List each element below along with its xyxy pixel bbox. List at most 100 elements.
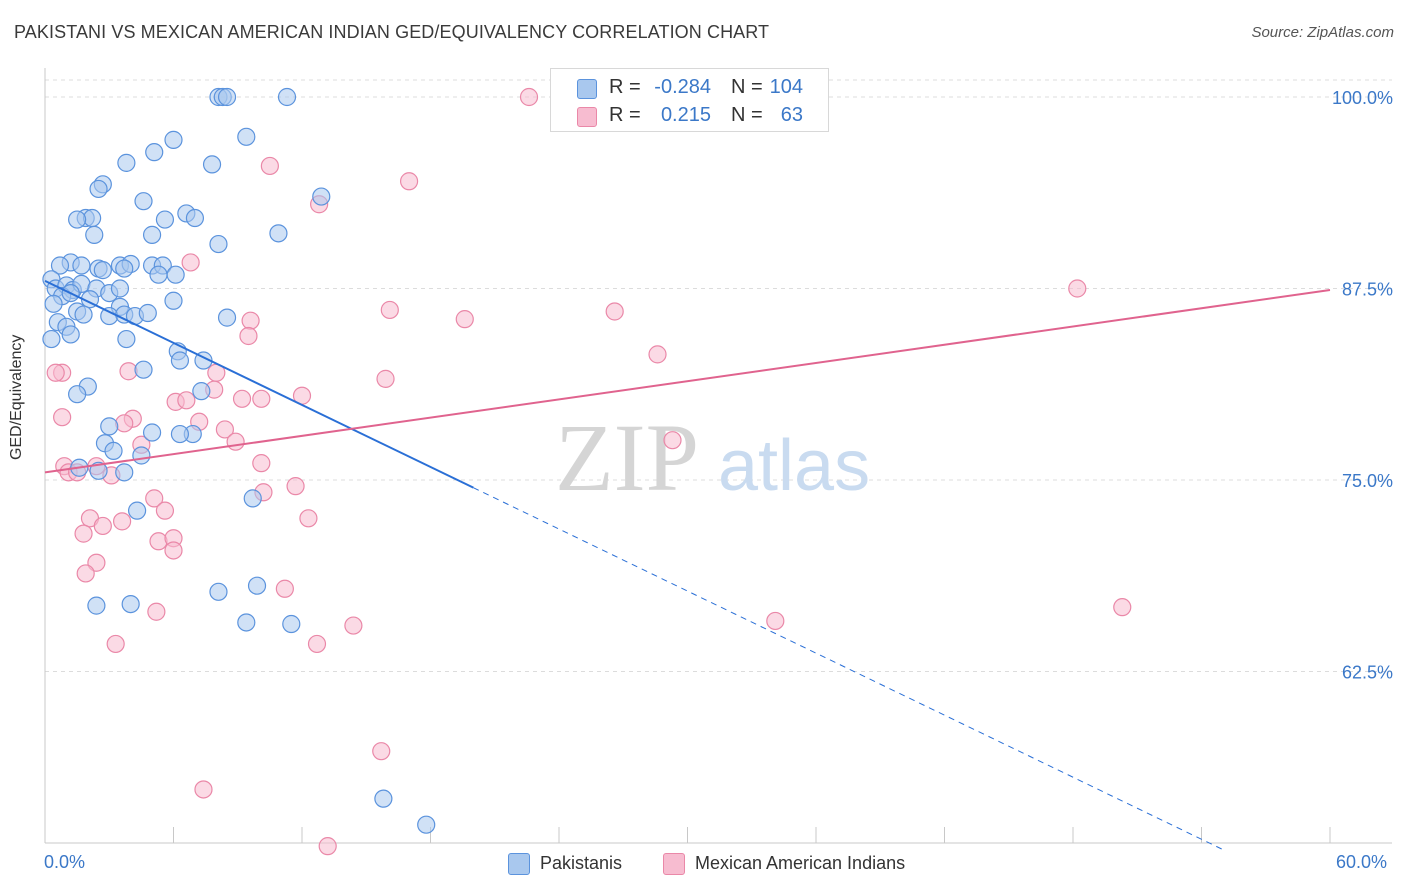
watermark-zip: ZIP (555, 404, 699, 511)
point-pakistanis (417, 815, 436, 834)
point-mexican-american-indians (147, 602, 166, 621)
point-pakistanis (192, 382, 211, 401)
point-mexican-american-indians (275, 579, 294, 598)
point-mexican-american-indians (149, 532, 168, 551)
point-mexican-american-indians (93, 516, 112, 536)
point-mexican-american-indians (241, 311, 260, 330)
point-mexican-american-indians (307, 634, 327, 654)
point-mexican-american-indians (380, 300, 399, 320)
point-mexican-american-indians (376, 369, 395, 388)
point-pakistanis (72, 256, 91, 275)
stats-legend: R = -0.284 N = 104 R = 0.215 N = 63 (550, 68, 829, 132)
point-mexican-american-indians (299, 509, 318, 528)
point-mexican-american-indians (286, 477, 305, 496)
point-pakistanis (269, 224, 288, 243)
point-mexican-american-indians (663, 431, 682, 450)
point-mexican-american-indians (155, 501, 175, 520)
y-tick-label: 100.0% (1332, 88, 1393, 108)
point-pakistanis (100, 306, 119, 326)
y-tick-label: 87.5% (1342, 280, 1393, 300)
point-mexican-american-indians (766, 611, 785, 631)
point-pakistanis (209, 582, 228, 601)
point-pakistanis (142, 423, 162, 442)
y-tick-label: 62.5% (1342, 663, 1393, 683)
point-pakistanis (50, 256, 70, 275)
point-mexican-american-indians (74, 524, 93, 543)
point-pakistanis (127, 501, 147, 520)
point-pakistanis (217, 308, 237, 327)
point-pakistanis (237, 613, 256, 632)
n-label: N = (731, 76, 763, 98)
point-pakistanis (185, 208, 205, 228)
point-pakistanis (209, 234, 228, 254)
point-mexican-american-indians (318, 837, 337, 856)
point-pakistanis (217, 87, 237, 107)
trend-line-mexican-american-indians (44, 289, 1331, 474)
point-pakistanis (145, 143, 164, 162)
point-pakistanis (115, 259, 134, 278)
point-pakistanis (68, 210, 87, 229)
n-label: N = (731, 104, 763, 126)
point-mexican-american-indians (53, 408, 72, 427)
point-pakistanis (142, 225, 162, 244)
r-value: -0.284 (654, 76, 711, 98)
point-mexican-american-indians (1113, 598, 1132, 617)
point-mexican-american-indians (648, 345, 667, 364)
point-pakistanis (74, 305, 93, 324)
point-mexican-american-indians (119, 362, 138, 381)
trend-lines (44, 279, 1331, 851)
point-pakistanis (117, 153, 136, 172)
point-pakistanis (164, 291, 183, 310)
point-mexican-american-indians (87, 553, 106, 572)
point-pakistanis (115, 463, 134, 482)
legend-label: Mexican American Indians (695, 853, 906, 873)
chart-title: PAKISTANI VS MEXICAN AMERICAN INDIAN GED… (14, 22, 770, 42)
point-pakistanis (166, 265, 185, 284)
x-tick-label-max: 60.0% (1336, 852, 1388, 872)
point-mexican-american-indians (115, 414, 134, 433)
r-label: R = (609, 104, 641, 126)
point-mexican-american-indians (239, 326, 258, 346)
point-pakistanis (134, 360, 153, 379)
point-pakistanis (89, 179, 108, 199)
point-pakistanis (89, 461, 108, 480)
point-mexican-american-indians (181, 253, 200, 272)
point-pakistanis (44, 294, 63, 313)
legend-swatch-blue (508, 853, 530, 875)
point-mexican-american-indians (106, 634, 125, 654)
point-mexican-american-indians (605, 302, 624, 321)
point-pakistanis (243, 489, 262, 508)
series-mexican-american-indians-points (46, 87, 1132, 856)
point-pakistanis (117, 329, 136, 349)
point-pakistanis (110, 279, 130, 298)
stats-row-mexican-american-indians: R = 0.215 N = 63 (551, 100, 828, 130)
point-pakistanis (155, 210, 175, 229)
grid-lines (45, 79, 1392, 672)
y-tick-label: 75.0% (1342, 471, 1393, 491)
point-mexican-american-indians (76, 564, 95, 583)
trend-line-pakistanis (44, 279, 474, 489)
legend-label: Pakistanis (540, 853, 623, 873)
point-pakistanis (68, 385, 87, 404)
y-tick-labels: 62.5% 75.0% 87.5% 100.0% (1332, 88, 1393, 683)
point-pakistanis (85, 225, 104, 244)
point-pakistanis (42, 329, 61, 349)
point-pakistanis (149, 265, 168, 284)
point-pakistanis (93, 261, 112, 280)
point-mexican-american-indians (226, 432, 245, 451)
series-pakistanis-points (42, 87, 436, 834)
legend-swatch-blue (577, 79, 597, 99)
point-pakistanis (312, 187, 331, 206)
n-value: 63 (780, 104, 803, 126)
point-pakistanis (138, 303, 157, 323)
point-pakistanis (374, 789, 393, 808)
point-mexican-american-indians (112, 512, 132, 531)
point-pakistanis (83, 208, 102, 228)
point-pakistanis (132, 446, 151, 465)
legend-swatch-pink (577, 107, 597, 127)
point-mexican-american-indians (1068, 279, 1087, 298)
stats-row-pakistanis: R = -0.284 N = 104 (551, 72, 828, 102)
n-value: 104 (769, 76, 803, 98)
point-pakistanis (100, 417, 119, 436)
